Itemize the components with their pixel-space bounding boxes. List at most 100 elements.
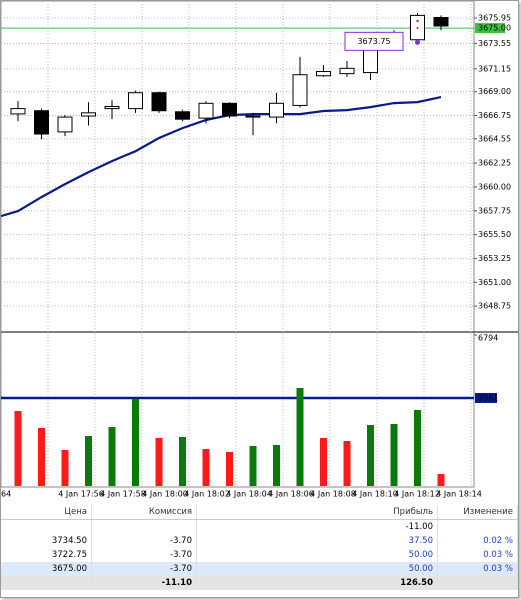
order-marker (416, 19, 419, 23)
cell: 126.50 (196, 576, 438, 590)
y-tick-label: 3666.75 (478, 111, 511, 120)
v-tick-label: 6794 (478, 334, 498, 343)
plot-frame (1, 1, 475, 488)
cell: 0.03 % (437, 562, 518, 576)
col-commission[interactable]: Комиссия (91, 505, 197, 520)
level-label: 3675.00 (478, 24, 511, 33)
cell (1, 519, 92, 534)
candle-body (222, 102, 237, 117)
candle-body (363, 48, 378, 74)
time-label: 4 Jan 18:06 (268, 490, 314, 499)
cell: -3.70 (91, 548, 197, 562)
volume-bar (85, 436, 92, 486)
cell: -3.70 (91, 562, 197, 576)
y-tick-label: 3660.00 (478, 182, 511, 191)
candle-body (292, 74, 308, 106)
cell (437, 519, 518, 534)
row[interactable]: -11.00 (1, 519, 518, 534)
volume-bar (155, 438, 163, 486)
volume-bar (414, 410, 421, 486)
order-marker (415, 39, 420, 45)
row[interactable]: 3734.50 -3.70 37.50 0.02 % (1, 534, 518, 548)
trade-table: Цена Комиссия Прибыль Изменение -11.00 3734… (1, 505, 518, 590)
y-tick-label: 3662.25 (478, 159, 511, 168)
cell: -11.00 (196, 519, 438, 534)
col-profit[interactable]: Прибыль (196, 505, 438, 520)
volume-bar (61, 450, 69, 486)
candle-body (339, 67, 355, 75)
y-tick-label: 3648.75 (478, 302, 511, 311)
candle-body (104, 105, 120, 110)
volume-bar (249, 446, 257, 486)
candle-body (245, 115, 261, 118)
cell (91, 519, 197, 534)
y-tick-label: 3651.00 (478, 278, 511, 287)
row[interactable]: 3722.75 -3.70 50.00 0.03 % (1, 548, 518, 562)
time-label: 64 (1, 490, 11, 499)
time-label: 4 Jan 18:10 (352, 490, 398, 499)
time-label: 4 Jan 18:12 (394, 490, 440, 499)
candle-body (128, 92, 143, 110)
volume-bar (367, 425, 374, 486)
volume-bar (14, 411, 22, 486)
volume-bar (390, 424, 398, 486)
volume-bar (343, 441, 351, 486)
cell: -11.10 (91, 576, 197, 590)
y-tick-label: 3669.00 (478, 87, 511, 96)
cell: 3734.50 (1, 534, 92, 548)
volume-bar (179, 437, 186, 486)
candle-body (81, 112, 96, 117)
cell: 50.00 (196, 562, 438, 576)
candle-body (175, 111, 190, 120)
time-label: 4 Jan 18:00 (142, 490, 188, 499)
volume-bar (108, 427, 116, 486)
cell: 50.00 (196, 548, 438, 562)
y-tick-label: 3673.55 (478, 39, 511, 48)
volume-bar (226, 452, 233, 486)
candle-body (151, 92, 167, 112)
candle-body (10, 108, 26, 115)
cell: 3722.75 (1, 548, 92, 562)
volume-bar (132, 399, 139, 486)
table-header: Цена Комиссия Прибыль Изменение (1, 505, 518, 520)
candle-body (316, 71, 331, 77)
volume-level-tag (475, 392, 497, 403)
cell: 0.02 % (437, 534, 518, 548)
time-label: 4 Jan 18:04 (226, 490, 272, 499)
cell: 0.03 % (437, 548, 518, 562)
candle-body (433, 17, 449, 27)
time-label: 4 Jan 18:02 (184, 490, 230, 499)
candle-body (269, 102, 284, 118)
order-marker (416, 27, 419, 29)
time-label: 4 Jan 18:08 (310, 490, 356, 499)
price-tag: 3673.75 (357, 37, 390, 46)
row[interactable]: 3675.00 -3.70 50.00 0.03 % (1, 562, 518, 576)
cell: -3.70 (91, 534, 197, 548)
y-tick-label: 3655.50 (478, 230, 511, 239)
candle-body (57, 116, 73, 133)
time-label: 4 Jan 17:56 (58, 490, 104, 499)
volume-bar (273, 445, 280, 486)
col-change[interactable]: Изменение (437, 505, 518, 520)
y-tick-label: 3653.25 (478, 254, 511, 263)
col-price[interactable]: Цена (1, 505, 92, 520)
volume-level-label: 3961 (478, 393, 498, 402)
time-label: 4 Jan 18:14 (436, 490, 482, 499)
chart: 3675.95 3673.55 3671.15 3669.00 3666.75 3664.… (1, 1, 518, 499)
volume-bar (38, 428, 45, 486)
cell: 3675.00 (1, 562, 92, 576)
y-tick-label: 3657.75 (478, 206, 511, 215)
y-tick-label: 3664.55 (478, 134, 511, 143)
candle-body (198, 102, 214, 119)
volume-bar (437, 474, 445, 486)
volume-bar (296, 388, 304, 486)
totals-row: -11.10 126.50 (1, 576, 518, 590)
volume-bar (202, 449, 210, 486)
volume-bar (320, 438, 327, 486)
time-label: 4 Jan 17:58 (100, 490, 146, 499)
y-tick-label: 3675.95 (478, 14, 511, 23)
moving-average (1, 96, 442, 218)
y-tick-label: 3671.15 (478, 64, 511, 73)
price-tag-box (344, 31, 404, 51)
